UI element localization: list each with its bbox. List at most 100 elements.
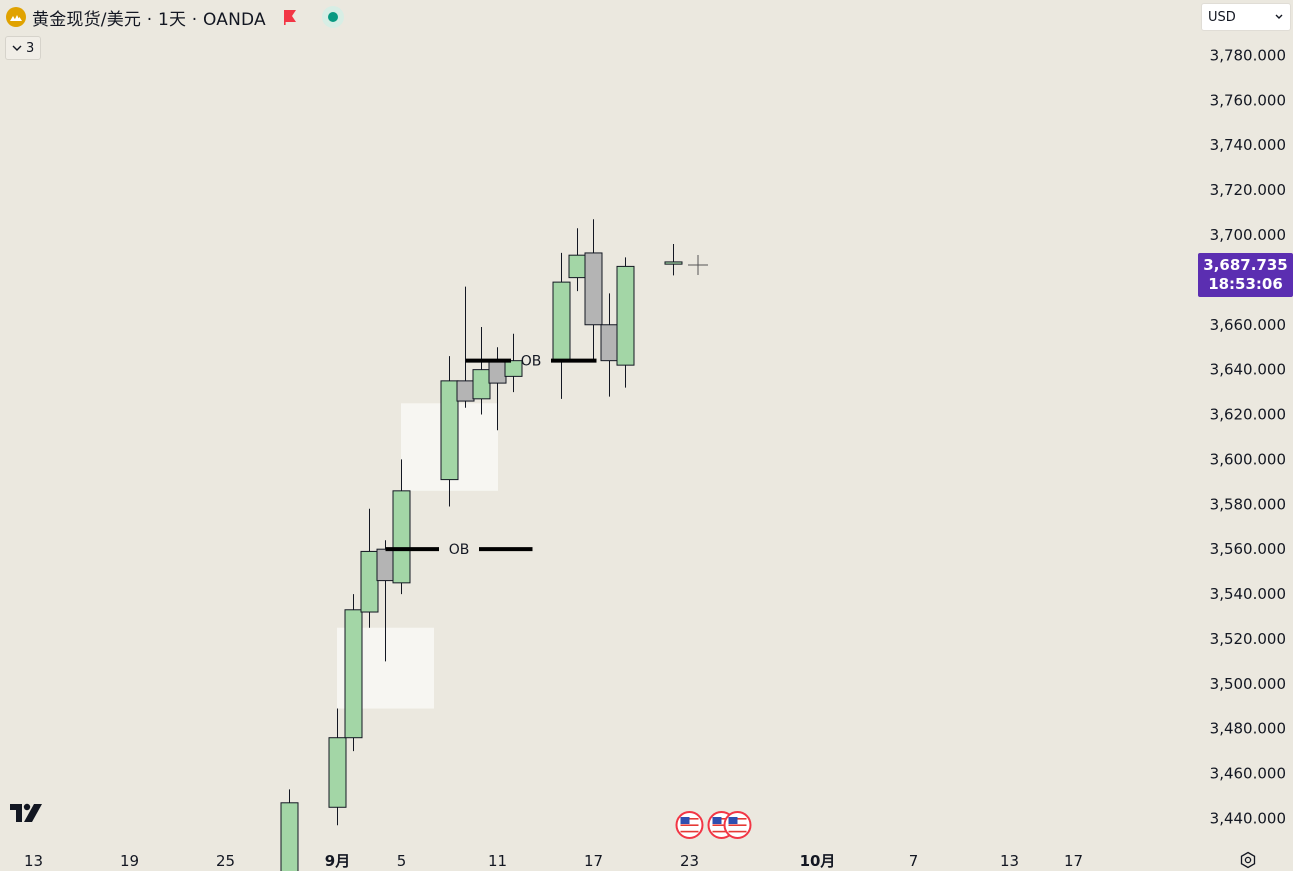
time-axis[interactable]: 13 19 25 9月 5 11 17 23 10月 7 13 17: [24, 852, 1083, 870]
bar-countdown: 18:53:06: [1208, 275, 1283, 293]
flag-stripe: [680, 827, 699, 830]
time-tick-label: 9月: [325, 852, 350, 870]
price-tick-label: 3,480.000: [1210, 720, 1286, 738]
symbol-header[interactable]: 黄金现货/美元 · 1天 · OANDA: [6, 4, 344, 30]
candle: [568, 228, 587, 292]
indicator-count: 3: [26, 40, 35, 56]
market-open-icon[interactable]: [321, 6, 344, 28]
time-tick-label: 13: [24, 852, 43, 870]
candle: [472, 326, 491, 415]
flag-icon[interactable]: [282, 9, 298, 25]
time-tick-label: 19: [120, 852, 139, 870]
candle: [584, 219, 603, 361]
price-tick-label: 3,700.000: [1210, 226, 1286, 244]
price-tick-label: 3,760.000: [1210, 91, 1286, 109]
candle-body: [616, 265, 635, 366]
candle-body: [488, 360, 507, 384]
candle-body: [376, 548, 395, 582]
indicators-toggle-button[interactable]: 3: [5, 36, 42, 60]
candle-body: [568, 254, 587, 279]
candle: [344, 594, 363, 752]
price-tick-label: 3,540.000: [1210, 585, 1286, 603]
candle: [600, 293, 619, 397]
candle-body: [584, 252, 603, 326]
ob-label: OB: [449, 542, 470, 558]
flag-stripe: [680, 824, 699, 826]
price-tick-label: 3,740.000: [1210, 136, 1286, 154]
flag-stripe: [728, 830, 747, 833]
candle-body: [328, 737, 347, 808]
candle: [376, 540, 395, 662]
symbol-title[interactable]: 黄金现货/美元 · 1天 · OANDA: [32, 9, 266, 30]
price-tick-label: 3,560.000: [1210, 540, 1286, 558]
price-tick-label: 3,580.000: [1210, 495, 1286, 513]
ob-line: OB: [465, 354, 597, 370]
candle-body: [280, 802, 299, 871]
us-flag-icon[interactable]: [675, 811, 704, 839]
candle: [456, 286, 475, 408]
gold-coin-icon: [6, 7, 26, 27]
time-tick-label: 11: [488, 852, 507, 870]
candle: [328, 708, 347, 826]
price-tick-label: 3,460.000: [1210, 765, 1286, 783]
candle: [664, 243, 683, 276]
price-tick-label: 3,520.000: [1210, 630, 1286, 648]
candle: [280, 789, 299, 871]
time-tick-label: 13: [1000, 852, 1019, 870]
ob-line: OB: [385, 542, 533, 558]
time-tick-label: 17: [1064, 852, 1083, 870]
time-tick-label: 17: [584, 852, 603, 870]
candle: [616, 257, 635, 388]
ob-label: OB: [521, 354, 542, 370]
candle-body: [552, 281, 571, 362]
ob-lines: OB OB: [385, 354, 597, 558]
price-tick-label: 3,500.000: [1210, 675, 1286, 693]
candle-body: [504, 360, 523, 377]
last-price: 3,687.735: [1203, 256, 1288, 274]
flag-stripe: [712, 824, 731, 826]
flag-stripe: [712, 830, 731, 833]
price-axis[interactable]: 3,440.000 3,460.000 3,480.000 3,500.000 3,52…: [1210, 46, 1286, 827]
time-tick-label: 23: [680, 852, 699, 870]
price-tick-label: 3,780.000: [1210, 46, 1286, 64]
candle-body: [344, 609, 363, 739]
candle-body: [664, 261, 683, 265]
settings-icon[interactable]: [1239, 851, 1257, 869]
currency-value: USD: [1208, 9, 1236, 25]
candle-body: [472, 369, 491, 400]
price-tick-label: 3,640.000: [1210, 361, 1286, 379]
candle-body: [600, 324, 619, 362]
candles: [280, 219, 683, 871]
us-flag-icon[interactable]: [723, 811, 752, 839]
currency-select[interactable]: USD: [1201, 3, 1291, 31]
candle: [392, 459, 411, 595]
price-tick-label: 3,660.000: [1210, 316, 1286, 334]
time-tick-label: 7: [909, 852, 919, 870]
chevron-down-icon: [1275, 14, 1283, 19]
time-tick-label: 25: [216, 852, 235, 870]
price-tick-label: 3,440.000: [1210, 810, 1286, 828]
candle-body: [440, 380, 459, 481]
candle: [552, 252, 571, 399]
price-tick-label: 3,600.000: [1210, 450, 1286, 468]
time-tick-label: 5: [397, 852, 407, 870]
economic-events[interactable]: [675, 811, 752, 839]
flag-stripe: [728, 824, 747, 826]
crosshair-icon: [688, 255, 708, 275]
flag-stripe: [712, 827, 731, 830]
flag-canton: [712, 817, 722, 824]
time-tick-label: 10月: [800, 852, 836, 870]
candle-body: [392, 490, 411, 584]
candle: [504, 333, 523, 393]
candle: [360, 508, 379, 628]
flag-stripe: [680, 830, 699, 833]
flag-canton: [680, 817, 690, 824]
candle: [440, 356, 459, 507]
flag-stripe: [728, 827, 747, 830]
price-tick-label: 3,620.000: [1210, 406, 1286, 424]
candle-body: [456, 380, 475, 402]
price-tick-label: 3,720.000: [1210, 181, 1286, 199]
tradingview-logo-icon[interactable]: [8, 800, 48, 828]
candle-body: [360, 550, 379, 613]
